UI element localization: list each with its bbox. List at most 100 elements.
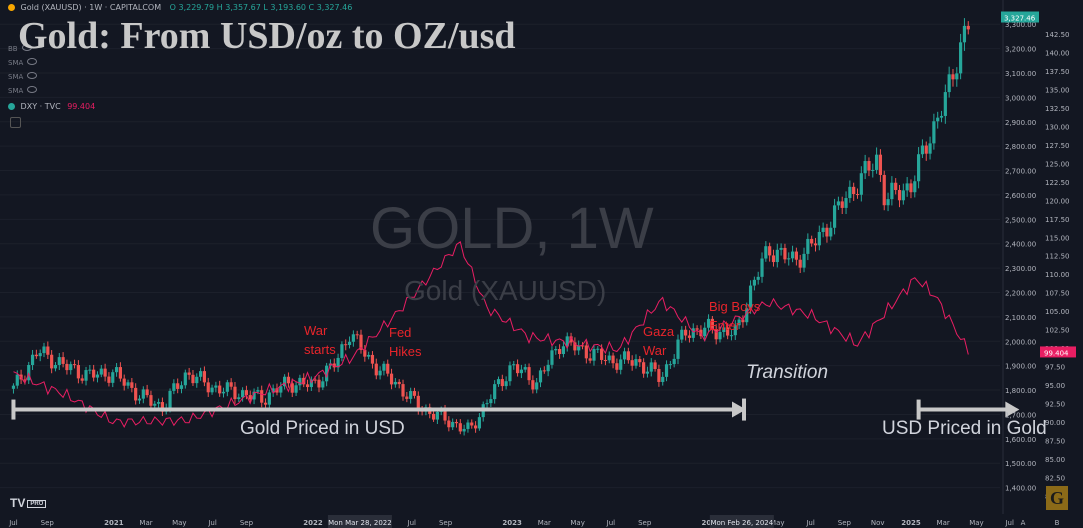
candle-body xyxy=(959,42,963,74)
candle-body xyxy=(905,183,909,191)
candle-body xyxy=(405,396,409,399)
candle-body xyxy=(626,351,630,361)
candle-body xyxy=(267,392,271,405)
dxy-legend[interactable]: DXY · TVC 99.404 xyxy=(8,102,95,111)
annotation-gaza: Gaza War xyxy=(643,324,675,358)
candle-body xyxy=(88,369,92,371)
candle-body xyxy=(111,372,115,383)
candle-body xyxy=(672,358,676,365)
candle-body xyxy=(523,367,527,370)
gold-axis-tick: 2,000.00 xyxy=(1005,338,1036,346)
dxy-series-line xyxy=(13,240,969,428)
candle-body xyxy=(409,391,413,399)
candle-body xyxy=(821,227,825,232)
dxy-label: DXY · TVC xyxy=(20,102,61,111)
indicator-label: SMA xyxy=(8,59,24,67)
candle-body xyxy=(810,238,814,244)
candle-body xyxy=(244,390,249,396)
tradingview-logo[interactable]: TV PRO xyxy=(10,496,47,510)
candle-body xyxy=(615,363,619,370)
candle-body xyxy=(664,364,669,377)
gold-axis-tick: 3,200.00 xyxy=(1005,46,1036,54)
candle-body xyxy=(886,199,890,206)
candle-body xyxy=(313,379,317,381)
candle-body xyxy=(95,374,100,378)
time-axis-tick: Nov xyxy=(871,519,885,527)
candle-body xyxy=(966,25,970,30)
time-axis-tick: 2021 xyxy=(104,519,124,527)
collapse-legend-icon[interactable] xyxy=(10,117,21,128)
candle-body xyxy=(684,329,688,336)
symbol-label: Gold (XAUUSD) · 1W · CAPITALCOM xyxy=(20,3,162,12)
label-usd-in-gold: USD Priced in Gold xyxy=(882,418,1047,439)
candle-body xyxy=(279,386,283,393)
eye-icon[interactable] xyxy=(27,86,38,93)
candle-body xyxy=(901,190,905,201)
time-highlight-label: Mon Mar 28, 2022 xyxy=(328,519,392,527)
candle-body xyxy=(130,382,134,388)
candle-body xyxy=(867,161,871,171)
annotation-fed: Fed Hikes xyxy=(389,325,422,359)
candle-body xyxy=(149,395,153,406)
gold-axis-tick: 2,600.00 xyxy=(1005,192,1036,200)
time-axis-tick: May xyxy=(969,519,983,527)
candle-body xyxy=(221,391,226,394)
candle-body xyxy=(187,372,191,375)
candle-body xyxy=(871,169,875,171)
candle-body xyxy=(855,194,860,196)
candle-body xyxy=(936,117,940,122)
last-dxy-box xyxy=(1040,346,1076,358)
dxy-axis-tick: 130.00 xyxy=(1045,123,1070,131)
gold-axis-tick: 2,300.00 xyxy=(1005,265,1036,273)
symbol-header[interactable]: Gold (XAUUSD) · 1W · CAPITALCOM O 3,229.… xyxy=(8,3,352,12)
candle-body xyxy=(114,367,119,373)
candle-body xyxy=(913,181,917,193)
candle-body xyxy=(126,382,130,386)
candle-body xyxy=(798,259,802,268)
candle-body xyxy=(15,374,19,386)
indicator-sma-2[interactable]: SMA xyxy=(8,72,38,81)
candle-body xyxy=(920,145,925,155)
dxy-symbol-icon xyxy=(8,103,15,110)
indicator-bb[interactable]: BB xyxy=(8,44,32,53)
indicator-sma-3[interactable]: SMA xyxy=(8,86,38,95)
arrow-head xyxy=(732,401,747,418)
candle-body xyxy=(726,327,730,336)
time-axis-tick: Sep xyxy=(240,519,254,527)
candle-body xyxy=(848,186,852,199)
candle-body xyxy=(771,255,776,263)
candle-body xyxy=(832,205,837,228)
candle-body xyxy=(458,423,462,432)
candle-body xyxy=(260,390,264,403)
candle-body xyxy=(634,359,638,366)
candle-body xyxy=(99,368,103,375)
time-highlight-box xyxy=(327,515,392,528)
candle-body xyxy=(592,349,596,361)
watermark-main: GOLD, 1W xyxy=(370,196,654,261)
candle-body xyxy=(359,334,363,350)
time-axis-tick: May xyxy=(770,519,784,527)
dxy-axis-tick: 82.50 xyxy=(1045,474,1065,482)
indicator-sma-1[interactable]: SMA xyxy=(8,58,38,67)
candle-body xyxy=(859,173,863,195)
candle-body xyxy=(836,201,841,206)
eye-icon[interactable] xyxy=(21,44,32,51)
candle-body xyxy=(206,382,210,393)
dxy-axis-tick: 87.50 xyxy=(1045,437,1065,445)
eye-icon[interactable] xyxy=(27,58,38,65)
candle-body xyxy=(294,385,298,393)
candle-body xyxy=(703,327,707,337)
dxy-axis-tick: 92.50 xyxy=(1045,400,1065,408)
candle-body xyxy=(733,325,737,336)
candle-body xyxy=(565,336,569,347)
time-axis-tick: Mar xyxy=(937,519,950,527)
eye-icon[interactable] xyxy=(27,72,38,79)
time-highlight-box xyxy=(709,515,774,528)
dxy-value: 99.404 xyxy=(67,102,96,111)
candle-body xyxy=(431,413,436,420)
candle-body xyxy=(382,363,386,371)
candle-body xyxy=(34,354,38,357)
annotation-transition: Transition xyxy=(746,362,829,383)
